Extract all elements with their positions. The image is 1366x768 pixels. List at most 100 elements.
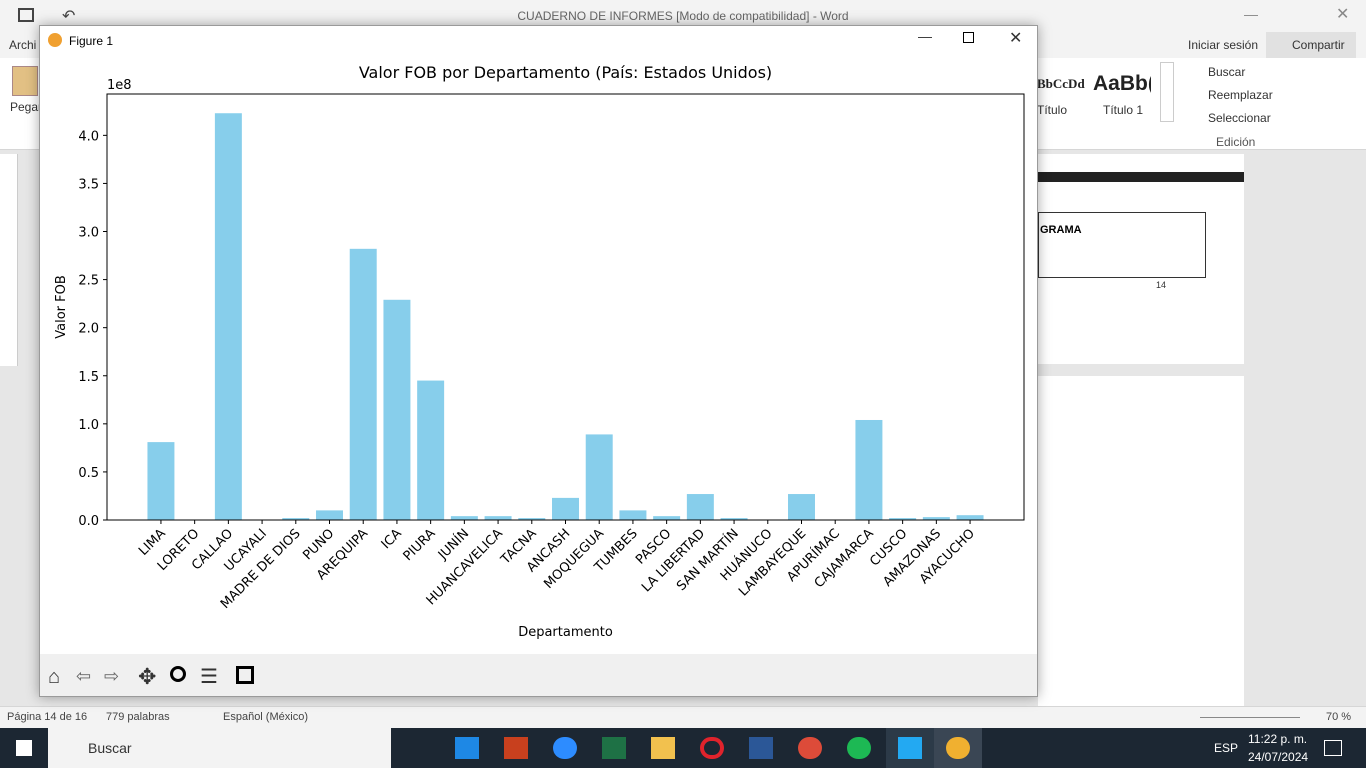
search-placeholder: Buscar bbox=[88, 740, 132, 756]
zoom-button[interactable] bbox=[170, 666, 186, 682]
home-button[interactable]: ⌂ bbox=[48, 666, 61, 688]
bar bbox=[417, 380, 445, 520]
style-name[interactable]: Título 1 bbox=[1103, 103, 1144, 117]
y-tick-label: 1.5 bbox=[78, 370, 99, 385]
clock-date[interactable]: 24/07/2024 bbox=[1248, 750, 1309, 764]
style-scroll[interactable] bbox=[1160, 62, 1174, 122]
start-button[interactable] bbox=[16, 740, 32, 756]
save-button[interactable] bbox=[236, 666, 254, 684]
y-tick-label: 0.0 bbox=[78, 514, 99, 529]
app-icon[interactable] bbox=[798, 737, 822, 759]
paste-icon[interactable] bbox=[12, 66, 38, 96]
plot-frame bbox=[106, 93, 1025, 521]
file-tab[interactable]: Archi bbox=[9, 38, 37, 52]
app-active[interactable] bbox=[934, 728, 982, 768]
axis-offset: 1e8 bbox=[107, 78, 132, 93]
find[interactable]: Buscar bbox=[1208, 65, 1246, 79]
bar bbox=[282, 518, 310, 520]
page bbox=[1038, 376, 1244, 706]
app-icon[interactable] bbox=[504, 737, 528, 759]
app-icon[interactable] bbox=[847, 737, 871, 759]
bar bbox=[720, 518, 748, 520]
bar bbox=[686, 494, 714, 520]
window-title: CUADERNO DE INFORMES [Modo de compatibil… bbox=[517, 9, 849, 23]
style-preview[interactable]: BbCcDd bbox=[1037, 76, 1085, 91]
bar bbox=[788, 494, 815, 520]
bar bbox=[619, 510, 647, 520]
app-icon[interactable] bbox=[700, 737, 724, 759]
x-axis-label: Departamento bbox=[518, 625, 613, 640]
bar bbox=[316, 510, 343, 520]
zoom-slider[interactable] bbox=[1200, 717, 1300, 718]
bar bbox=[552, 497, 579, 520]
y-tick-label: 4.0 bbox=[78, 129, 99, 144]
window-title: Figure 1 bbox=[69, 34, 114, 48]
bar bbox=[585, 434, 613, 520]
page: GRAMA 14 bbox=[1038, 168, 1244, 364]
y-tick-label: 3.0 bbox=[78, 226, 99, 241]
bar bbox=[956, 515, 984, 520]
group-label: Edición bbox=[1216, 135, 1256, 149]
page-number: 14 bbox=[1156, 280, 1167, 290]
save-icon[interactable] bbox=[18, 8, 34, 22]
app-active[interactable] bbox=[886, 728, 934, 768]
maximize[interactable] bbox=[963, 32, 974, 43]
sign-in[interactable]: Iniciar sesión bbox=[1188, 38, 1259, 52]
configure-button[interactable]: ☰ bbox=[200, 666, 218, 688]
ruler bbox=[1038, 154, 1244, 168]
search-box[interactable]: Buscar bbox=[48, 728, 391, 768]
table-header: GRAMA bbox=[1040, 224, 1082, 236]
undo-icon[interactable]: ↶ bbox=[62, 8, 76, 25]
style-name[interactable]: Título bbox=[1037, 103, 1068, 117]
y-tick-label: 2.0 bbox=[78, 322, 99, 337]
style-preview[interactable]: AaBb( bbox=[1093, 72, 1151, 95]
y-tick-label: 0.5 bbox=[78, 466, 99, 481]
y-tick-label: 2.5 bbox=[78, 274, 99, 289]
bar bbox=[653, 516, 681, 520]
forward-button[interactable]: ⇨ bbox=[104, 666, 120, 686]
chart-title: Valor FOB por Departamento (País: Estado… bbox=[359, 63, 772, 82]
back-button[interactable]: ⇦ bbox=[76, 666, 92, 686]
x-tick-label: PIURA bbox=[401, 526, 439, 564]
bar bbox=[147, 442, 175, 520]
x-tick-label: ICA bbox=[379, 526, 405, 552]
bar bbox=[383, 299, 411, 520]
language[interactable]: Español (México) bbox=[223, 711, 308, 723]
close[interactable]: ✕ bbox=[1009, 30, 1023, 47]
minimize[interactable]: — bbox=[1244, 6, 1258, 22]
bar bbox=[484, 516, 512, 520]
share[interactable]: Compartir bbox=[1292, 38, 1345, 52]
replace[interactable]: Reemplazar bbox=[1208, 88, 1273, 102]
pan-button[interactable]: ✥ bbox=[138, 664, 157, 689]
bar bbox=[518, 518, 546, 520]
paste-label[interactable]: Pegar bbox=[10, 100, 43, 114]
y-tick-label: 3.5 bbox=[78, 177, 99, 192]
bar bbox=[214, 113, 242, 520]
app-icon bbox=[48, 33, 62, 47]
vertical-ruler bbox=[0, 154, 18, 366]
bar bbox=[855, 419, 883, 520]
notifications[interactable] bbox=[1324, 740, 1342, 756]
close[interactable]: ✕ bbox=[1336, 6, 1350, 23]
app-icon[interactable] bbox=[553, 737, 577, 759]
figure-toolbar: ⌂ ⇦ ⇨ ✥ ☰ bbox=[40, 654, 1037, 696]
minimize[interactable]: — bbox=[918, 28, 932, 44]
zoom[interactable]: 70 % bbox=[1326, 711, 1352, 723]
word-count[interactable]: 779 palabras bbox=[106, 711, 170, 723]
app-icon[interactable] bbox=[602, 737, 626, 759]
app-icon[interactable] bbox=[651, 737, 675, 759]
page-status[interactable]: Página 14 de 16 bbox=[7, 711, 88, 723]
y-axis-label: Valor FOB bbox=[54, 275, 69, 339]
select[interactable]: Seleccionar bbox=[1208, 111, 1271, 125]
app-icon[interactable] bbox=[749, 737, 773, 759]
language-indicator[interactable]: ESP bbox=[1214, 741, 1239, 755]
app-icon[interactable] bbox=[455, 737, 479, 759]
taskbar: Buscar ESP 11:22 p. m. 24/07/2024 bbox=[0, 728, 1366, 768]
bar bbox=[349, 248, 377, 521]
figure-window: Figure 1 — ✕ Valor FOB por Departamento … bbox=[39, 25, 1038, 697]
bar bbox=[922, 517, 950, 520]
status-bar: Página 14 de 16 779 palabras Español (Mé… bbox=[0, 706, 1366, 728]
bar bbox=[450, 516, 478, 520]
clock-time[interactable]: 11:22 p. m. bbox=[1248, 732, 1308, 746]
